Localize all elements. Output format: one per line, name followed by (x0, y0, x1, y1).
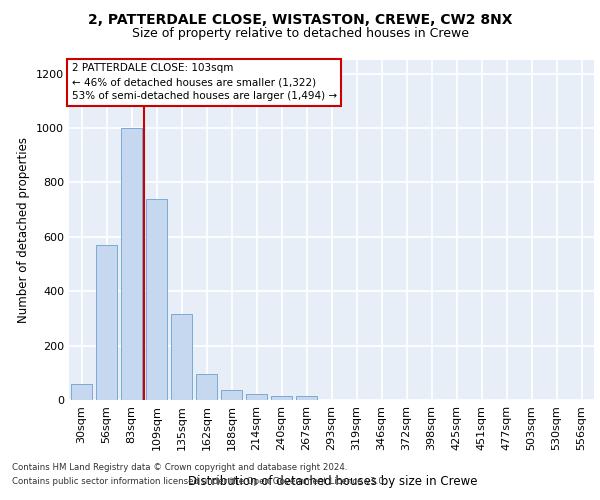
Text: Distribution of detached houses by size in Crewe: Distribution of detached houses by size … (188, 474, 478, 488)
Text: Contains HM Land Registry data © Crown copyright and database right 2024.: Contains HM Land Registry data © Crown c… (12, 464, 347, 472)
Text: 2 PATTERDALE CLOSE: 103sqm
← 46% of detached houses are smaller (1,322)
53% of s: 2 PATTERDALE CLOSE: 103sqm ← 46% of deta… (71, 64, 337, 102)
Bar (296, 396, 317, 400)
Bar (71, 384, 92, 400)
Bar (271, 396, 292, 400)
Text: Size of property relative to detached houses in Crewe: Size of property relative to detached ho… (131, 28, 469, 40)
Bar (246, 394, 267, 400)
Bar (121, 128, 142, 400)
Text: 2, PATTERDALE CLOSE, WISTASTON, CREWE, CW2 8NX: 2, PATTERDALE CLOSE, WISTASTON, CREWE, C… (88, 12, 512, 26)
Bar (146, 198, 167, 400)
Bar (196, 374, 217, 400)
Bar (171, 314, 192, 400)
Bar (96, 245, 117, 400)
Text: Contains public sector information licensed under the Open Government Licence v3: Contains public sector information licen… (12, 477, 386, 486)
Bar (221, 390, 242, 400)
Y-axis label: Number of detached properties: Number of detached properties (17, 137, 31, 323)
